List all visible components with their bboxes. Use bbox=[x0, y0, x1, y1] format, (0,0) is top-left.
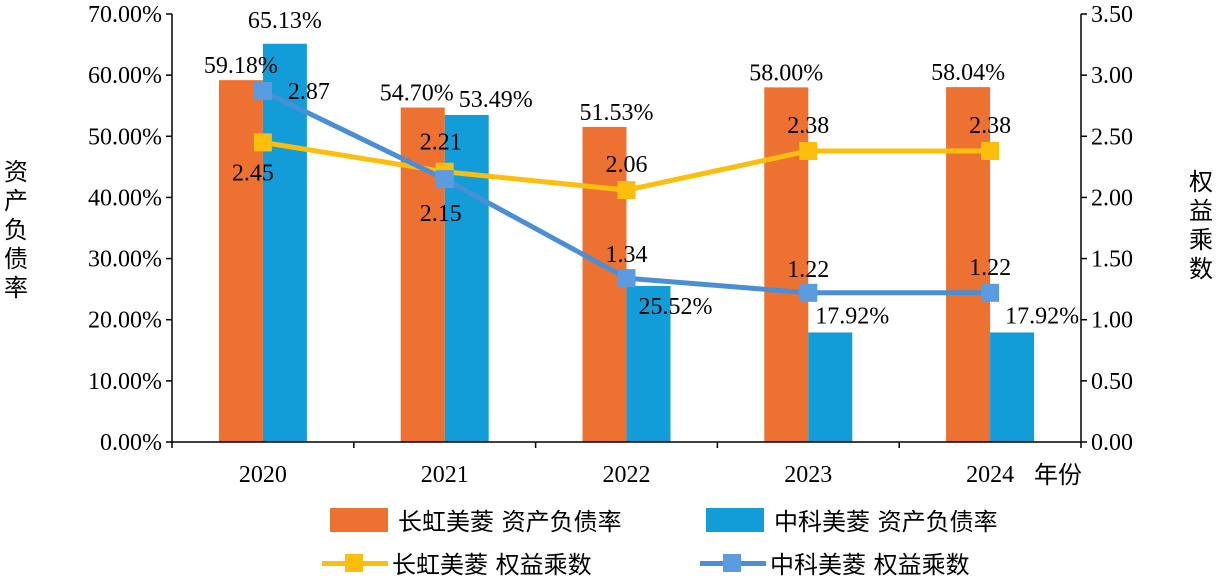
bar-2-data-label: 25.52% bbox=[639, 294, 713, 320]
bar-2-2023 bbox=[808, 332, 853, 442]
line-2-data-label: 1.22 bbox=[787, 257, 829, 283]
y-left-tick-label: 70.00% bbox=[88, 2, 162, 28]
marker-2-2023 bbox=[799, 283, 818, 302]
x-tick-label-2021: 2021 bbox=[421, 462, 469, 488]
line-1-data-label: 2.06 bbox=[606, 152, 648, 178]
y-left-tick-label: 10.00% bbox=[88, 369, 162, 395]
y-left-tick-label: 40.00% bbox=[88, 185, 162, 211]
y-right-tick-label: 2.00 bbox=[1091, 185, 1133, 211]
line-1-data-label: 2.38 bbox=[969, 113, 1011, 139]
marker-1-2022 bbox=[617, 181, 636, 200]
bar-2-data-label: 17.92% bbox=[815, 303, 889, 329]
bar-1-data-label: 54.70% bbox=[380, 81, 454, 107]
y-axis-right-title: 权益乘数 bbox=[1189, 168, 1213, 283]
bar-1-data-label: 58.04% bbox=[931, 60, 1005, 86]
y-axis-left-title: 资产负债率 bbox=[4, 158, 28, 302]
bar-2-2022 bbox=[626, 285, 671, 442]
y-left-tick-label: 0.00% bbox=[100, 430, 162, 456]
marker-1-2020 bbox=[253, 133, 272, 152]
bar-2-2024 bbox=[990, 332, 1035, 442]
marker-2-2024 bbox=[981, 283, 1000, 302]
x-axis-unit-label: 年份 bbox=[1034, 461, 1082, 489]
y-right-tick-label: 1.50 bbox=[1091, 247, 1133, 273]
bar-2-data-label: 65.13% bbox=[248, 8, 322, 34]
legend-label: 中科美菱 权益乘数 bbox=[770, 551, 970, 579]
marker-1-2024 bbox=[981, 141, 1000, 160]
marker-2-2021 bbox=[435, 170, 454, 189]
legend-swatch-bar-1 bbox=[330, 507, 388, 532]
bar-2-data-label: 17.92% bbox=[1005, 303, 1079, 329]
legend-item-bar-2: 中科美菱 资产负债率 bbox=[706, 502, 998, 537]
legend-label: 中科美菱 资产负债率 bbox=[774, 508, 998, 536]
y-left-tick-label: 30.00% bbox=[88, 247, 162, 273]
marker-1-2023 bbox=[799, 141, 818, 160]
bar-1-data-label: 51.53% bbox=[580, 100, 654, 126]
bar-1-data-label: 59.18% bbox=[204, 53, 278, 79]
legend-swatch-line-2 bbox=[700, 551, 766, 575]
line-2-data-label: 1.22 bbox=[969, 255, 1011, 281]
legend-swatch-bar-2 bbox=[706, 507, 764, 532]
y-left-tick-label: 20.00% bbox=[88, 308, 162, 334]
legend-label: 长虹美菱 资产负债率 bbox=[398, 508, 622, 536]
y-right-tick-label: 3.50 bbox=[1091, 2, 1133, 28]
legend-item-line-2: 中科美菱 权益乘数 bbox=[700, 545, 970, 580]
legend-label: 长虹美菱 权益乘数 bbox=[392, 551, 592, 579]
legend-item-line-1: 长虹美菱 权益乘数 bbox=[322, 545, 592, 580]
y-left-tick-label: 60.00% bbox=[88, 63, 162, 89]
bar-2-data-label: 53.49% bbox=[459, 87, 533, 113]
x-tick-label-2023: 2023 bbox=[784, 462, 832, 488]
line-1-data-label: 2.21 bbox=[420, 130, 462, 156]
line-1-data-label: 2.45 bbox=[232, 160, 274, 186]
x-tick-label-2020: 2020 bbox=[239, 462, 287, 488]
line-2-data-label: 2.15 bbox=[420, 201, 462, 227]
x-tick-label-2024: 2024 bbox=[966, 462, 1014, 488]
bar-1-2021 bbox=[400, 107, 445, 442]
legend-swatch-line-1 bbox=[322, 551, 388, 575]
y-right-tick-label: 0.50 bbox=[1091, 369, 1133, 395]
marker-2-2020 bbox=[253, 82, 272, 101]
line-2-data-label: 2.87 bbox=[288, 79, 330, 105]
y-left-tick-label: 50.00% bbox=[88, 124, 162, 150]
y-right-tick-label: 2.50 bbox=[1091, 124, 1133, 150]
bar-1-data-label: 58.00% bbox=[749, 60, 823, 86]
y-right-tick-label: 0.00 bbox=[1091, 430, 1133, 456]
x-tick-label-2022: 2022 bbox=[603, 462, 651, 488]
line-1-data-label: 2.38 bbox=[787, 113, 829, 139]
legend-item-bar-1: 长虹美菱 资产负债率 bbox=[330, 502, 622, 537]
line-2-data-label: 1.34 bbox=[606, 242, 648, 268]
marker-2-2022 bbox=[617, 269, 636, 288]
y-right-tick-label: 3.00 bbox=[1091, 63, 1133, 89]
y-right-tick-label: 1.00 bbox=[1091, 308, 1133, 334]
